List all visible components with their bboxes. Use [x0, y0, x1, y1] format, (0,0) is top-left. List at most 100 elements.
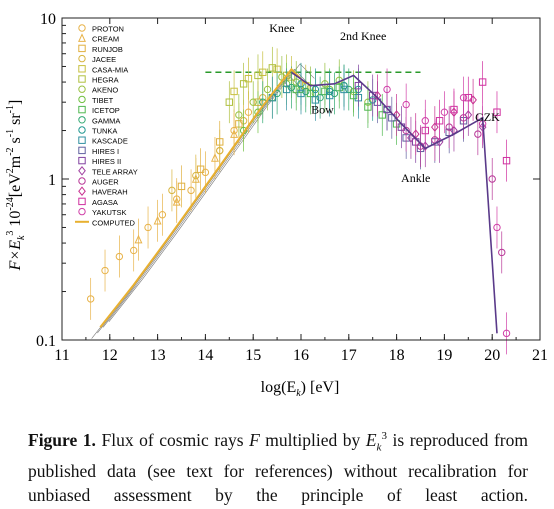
- data-point: [321, 87, 329, 96]
- data-point: [230, 87, 238, 96]
- data-point: [292, 85, 300, 94]
- data-point: [440, 108, 449, 116]
- legend-label: AKENO: [92, 86, 118, 95]
- data-point: [153, 215, 162, 225]
- legend-marker: [78, 136, 86, 144]
- legend-label: PROTON: [92, 25, 124, 34]
- data-point: [311, 96, 320, 104]
- legend-marker: [78, 33, 86, 42]
- data-point: [254, 108, 262, 116]
- data-point: [306, 89, 315, 98]
- data-point: [445, 123, 453, 131]
- x-tick-label: 13: [150, 347, 166, 364]
- data-point: [502, 156, 511, 165]
- legend-label: HIRES I: [92, 147, 119, 156]
- data-point: [216, 146, 224, 155]
- legend-label: KASCADE: [92, 137, 128, 146]
- fitted-curve: [290, 71, 498, 334]
- data-point: [349, 91, 358, 100]
- annotation-label: Knee: [269, 21, 294, 35]
- data-point: [263, 85, 272, 94]
- data-point: [373, 90, 382, 101]
- data-point: [498, 248, 506, 257]
- legend-marker: [78, 197, 86, 206]
- x-tick-label: 11: [54, 347, 69, 364]
- data-point: [101, 266, 109, 275]
- legend-marker: [78, 146, 86, 155]
- annotation-label: 2nd Knee: [340, 29, 386, 43]
- data-point: [402, 126, 410, 135]
- data-point: [335, 83, 343, 92]
- data-point: [235, 111, 243, 119]
- x-tick-label: 14: [197, 347, 213, 364]
- data-point: [435, 117, 444, 125]
- data-point: [115, 252, 124, 261]
- data-point: [244, 74, 253, 83]
- data-point: [282, 85, 291, 94]
- data-marks: Knee 2nd Knee Bow Ankle GZK: [86, 21, 511, 355]
- data-point: [354, 81, 363, 90]
- x-tick-label: 21: [532, 347, 548, 364]
- data-point: [268, 64, 277, 72]
- legend-marker: [78, 95, 86, 104]
- data-point: [464, 93, 473, 102]
- legend-marker: [78, 156, 86, 165]
- legend-label: RUNJOB: [92, 45, 123, 54]
- axes: 11 12 13 14 15 16 17 18 19 20 21 10 1 0.1: [36, 11, 548, 364]
- x-axis-label: log(Ek) [eV]: [261, 379, 340, 399]
- legend-marker: [78, 116, 86, 124]
- y-tick-label: 10: [40, 11, 56, 28]
- data-point: [464, 110, 473, 120]
- legend-label: CASA-MIA: [92, 65, 128, 74]
- legend-marker: [78, 24, 86, 32]
- data-point: [244, 108, 253, 116]
- data-point: [254, 71, 262, 80]
- data-point: [316, 93, 324, 102]
- x-tick-label: 18: [389, 347, 405, 364]
- x-tick-label: 20: [484, 347, 500, 364]
- data-point: [225, 98, 234, 106]
- legend-marker: [78, 126, 86, 134]
- data-point: [273, 89, 281, 98]
- data-point: [478, 78, 487, 86]
- data-point: [177, 182, 186, 191]
- data-point: [383, 85, 391, 94]
- y-axis-label: F×Ek3 10-24[eV2m-2 s-1 sr-1]: [5, 100, 27, 272]
- legend-marker: [78, 44, 86, 53]
- legend-label: ICETOP: [92, 106, 120, 115]
- model-curve: [108, 63, 315, 323]
- legend-marker: [78, 186, 86, 197]
- legend-label: JACEE: [92, 55, 116, 64]
- data-point: [345, 85, 353, 94]
- legend-marker: [78, 207, 86, 216]
- data-point: [330, 89, 339, 98]
- data-point: [134, 234, 143, 244]
- data-point: [187, 186, 195, 195]
- legend-label: GAMMA: [92, 116, 120, 125]
- data-point: [469, 95, 477, 105]
- annotation-label: Bow: [311, 103, 334, 117]
- legend-marker: [78, 85, 86, 93]
- legend-label: TIBET: [92, 96, 114, 105]
- legend-label: CREAM: [92, 35, 119, 44]
- legend-marker: [78, 105, 86, 114]
- legend-marker: [78, 165, 86, 176]
- y-tick-label: 0.1: [36, 333, 56, 350]
- data-point: [192, 171, 200, 180]
- data-point: [158, 211, 167, 219]
- data-point: [249, 98, 257, 106]
- data-point: [168, 186, 176, 195]
- data-point: [297, 89, 305, 98]
- data-point: [130, 246, 138, 255]
- legend-marker: [78, 65, 86, 73]
- legend-marker: [78, 75, 86, 83]
- data-point: [144, 223, 152, 232]
- legend-label: HAVERAH: [92, 188, 128, 197]
- data-point: [230, 129, 239, 138]
- figure-caption: Figure 1. Flux of cosmic rays F multipli…: [28, 429, 528, 506]
- cosmic-ray-flux-chart: Knee 2nd Knee Bow Ankle GZK 11 12 13 14 15 16 17 18…: [5, 11, 548, 399]
- legend-label: AGASA: [92, 198, 118, 207]
- data-point: [474, 130, 482, 138]
- data-point: [493, 108, 501, 116]
